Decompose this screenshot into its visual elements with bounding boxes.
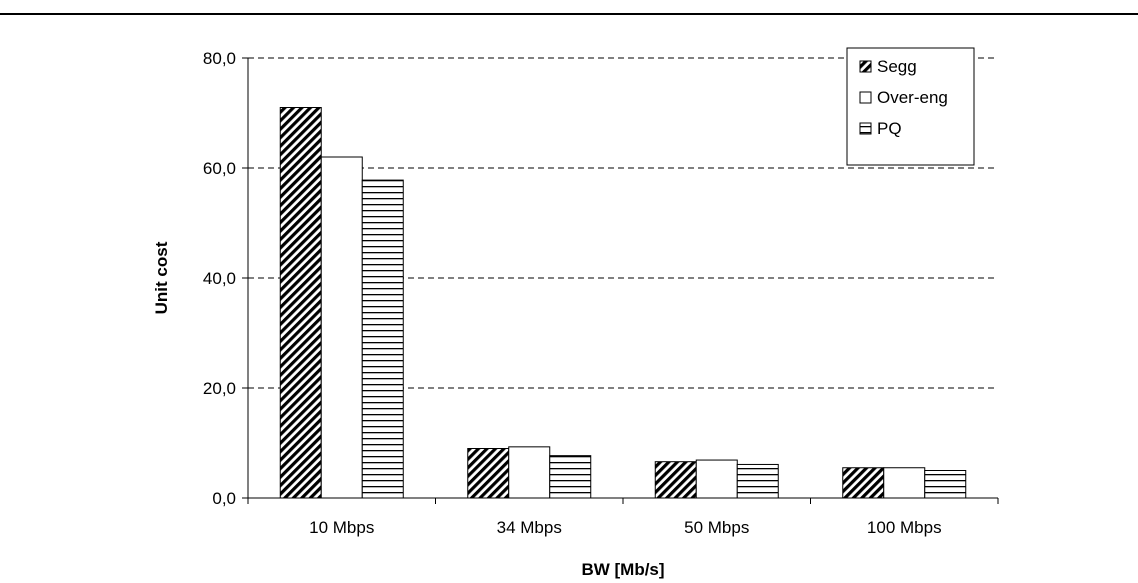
y-tick-label: 0,0	[212, 489, 236, 508]
legend-label: Over-eng	[877, 88, 948, 107]
legend-label: Segg	[877, 57, 917, 76]
legend-swatch	[859, 122, 872, 135]
bar-segg	[842, 467, 885, 499]
bars	[279, 107, 967, 499]
y-tick-label: 40,0	[203, 269, 236, 288]
legend: Segg Over-eng PQ	[846, 47, 975, 166]
y-tick-label: 80,0	[203, 49, 236, 68]
bar-over-eng	[695, 459, 738, 499]
bar-over-eng	[508, 446, 551, 499]
legend-swatch	[859, 60, 872, 73]
bar-pq	[549, 455, 592, 499]
legend-swatch	[859, 91, 872, 104]
x-axis-title: BW [Mb/s]	[581, 560, 664, 579]
x-tick-label: 50 Mbps	[684, 518, 749, 537]
bar-segg	[279, 107, 322, 499]
legend-label: PQ	[877, 119, 902, 138]
bar-over-eng	[320, 156, 363, 499]
axes: 0,0 20,0 40,0 60,0 80,0 10 Mbps 34 Mbps 50 Mbps…	[203, 49, 999, 537]
bar-segg	[654, 461, 697, 499]
x-tick-label: 34 Mbps	[497, 518, 562, 537]
x-tick-label: 100 Mbps	[867, 518, 942, 537]
y-tick-label: 20,0	[203, 379, 236, 398]
y-axis-title: Unit cost	[152, 241, 171, 314]
bar-pq	[924, 470, 967, 499]
bar-pq	[361, 179, 404, 499]
bar-segg	[467, 448, 510, 499]
bar-pq	[736, 463, 779, 499]
x-tick-label: 10 Mbps	[309, 518, 374, 537]
bar-over-eng	[883, 467, 926, 499]
y-tick-label: 60,0	[203, 159, 236, 178]
